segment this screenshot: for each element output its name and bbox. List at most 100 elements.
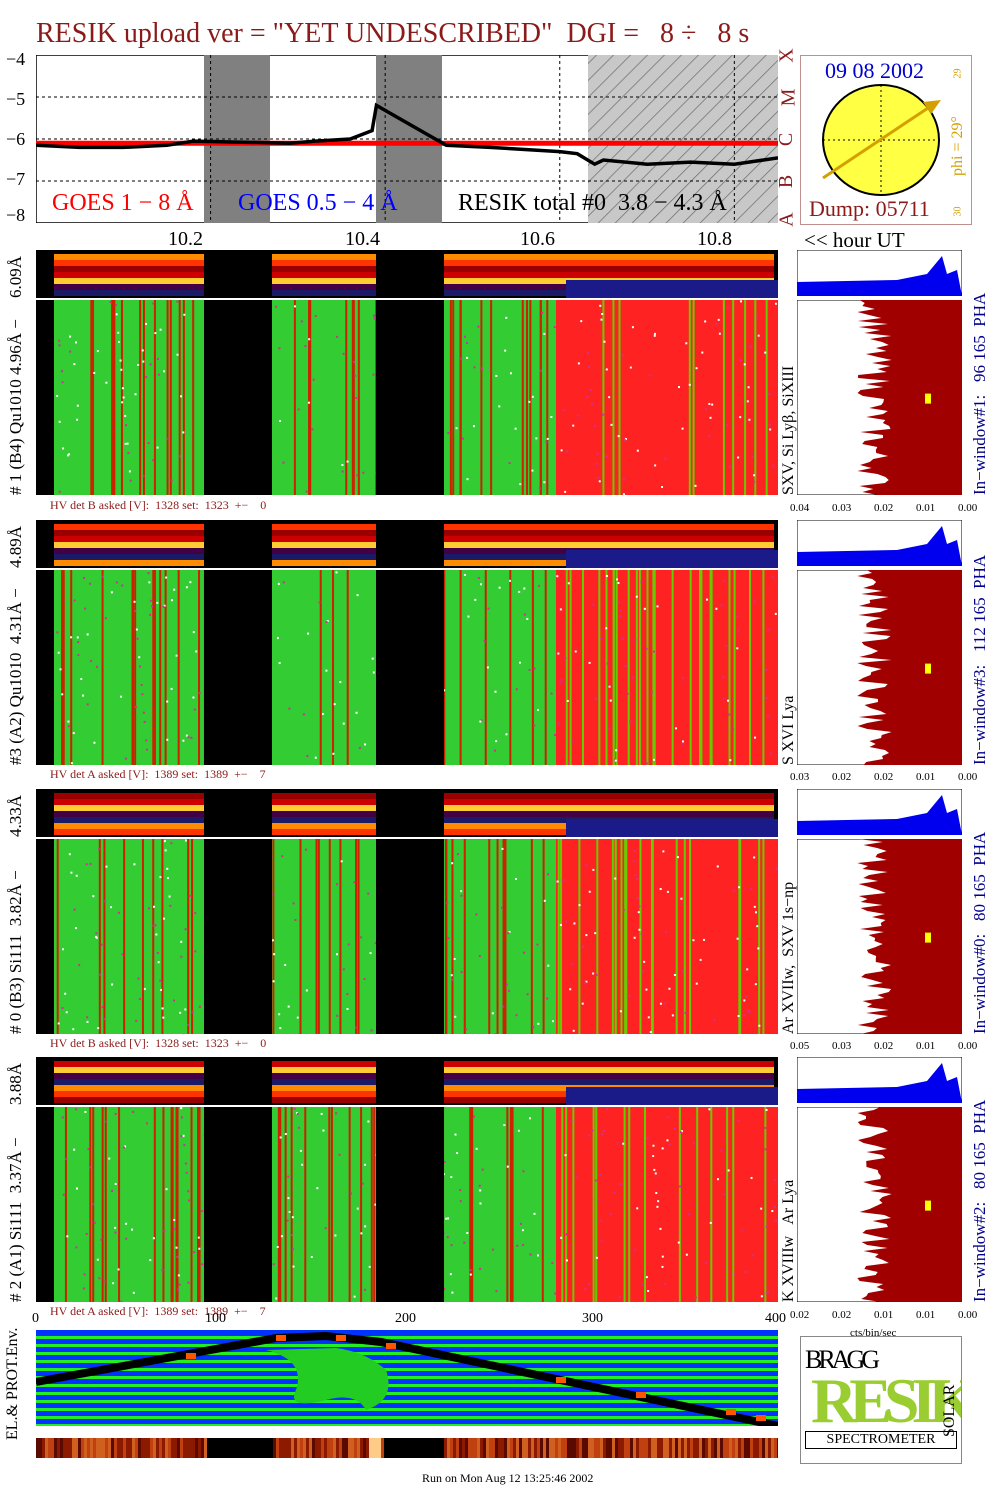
spectrogram-dot [727, 1169, 730, 1172]
strip-bar [744, 1438, 747, 1458]
strip-bar [396, 1438, 399, 1458]
spectrogram-dot [543, 899, 546, 902]
pha-tick: 0.02 [832, 771, 852, 783]
spectrogram-dot [617, 435, 620, 438]
spectrogram-dot [680, 897, 683, 900]
strip-bar [237, 1438, 240, 1458]
spectrogram-dot [132, 1110, 135, 1113]
strip-bar [81, 1438, 84, 1458]
strip-bar [330, 1438, 333, 1458]
spectrogram-dot [177, 1274, 180, 1277]
strip-bar [207, 1438, 210, 1458]
spectrogram-line [360, 1107, 363, 1302]
spectrogram-dot [599, 1173, 602, 1176]
spectrogram-dot [274, 305, 277, 308]
spectrogram-dot [753, 600, 756, 603]
strip-bar [429, 1438, 432, 1458]
spectrogram-dot [287, 1197, 290, 1200]
spectrogram-line [463, 839, 466, 1034]
spectrogram-line [675, 839, 678, 1034]
strip-bar [570, 1438, 573, 1458]
strip-bar [771, 1438, 774, 1458]
spectrogram-dot [732, 889, 735, 892]
spectrogram-dot [737, 629, 740, 632]
spectrogram-dot [282, 461, 285, 464]
env-band [36, 1400, 778, 1403]
spectrogram-dot [498, 586, 501, 589]
spectrogram-line [98, 839, 101, 1034]
spectrogram-dot [342, 352, 345, 355]
spectrogram-line [104, 1107, 107, 1302]
strip-bar [690, 1438, 693, 1458]
strip-bar [618, 1438, 621, 1458]
phi-tick-bottom: 30 [952, 206, 964, 217]
spectrogram-line [131, 570, 134, 765]
strip-bar [528, 1438, 531, 1458]
spectrogram-dot [543, 481, 546, 484]
spectrogram-dot [491, 1248, 494, 1251]
spectrogram-dot [276, 1245, 279, 1248]
spectrogram-dot [198, 1247, 201, 1250]
spectrogram-dot [287, 1005, 290, 1008]
spectrogram-line [754, 300, 757, 495]
spectrogram-dot [566, 450, 569, 453]
strip-bar [753, 1438, 756, 1458]
spectrogram-gap [376, 300, 444, 495]
strip-bar [585, 1438, 588, 1458]
strip-bar [168, 1438, 171, 1458]
pha-window-marker [925, 663, 931, 674]
env-bands [36, 1336, 778, 1426]
spectrogram-dot [147, 442, 150, 445]
spectrogram-line [198, 1107, 201, 1302]
spectrogram-dot [538, 487, 541, 490]
strip-bar [363, 1438, 366, 1458]
strip-bar [408, 1438, 411, 1458]
spectrogram-dot [617, 582, 620, 585]
spectrogram-dot [746, 1009, 749, 1012]
spectrogram-dot [64, 992, 67, 995]
spectrogram-line [732, 1107, 735, 1302]
spectrogram-dot [608, 396, 611, 399]
spectrogram-dot [280, 1235, 283, 1238]
spectrogram-dot [339, 681, 342, 684]
spectrogram-dot [149, 599, 152, 602]
panel-left-label: # 2 (A1) Si111 3.37Å − [6, 1137, 25, 1302]
spectrogram-dot [479, 1202, 482, 1205]
spectrogram-dot [163, 370, 166, 373]
spectrogram-dot [304, 848, 307, 851]
spectrogram-dot [312, 378, 315, 381]
spectrogram-dot [271, 939, 274, 942]
spectrogram-dot [622, 637, 625, 640]
spectrogram-dot [65, 1011, 68, 1014]
strip-bar [177, 1438, 180, 1458]
spectrogram-dot [114, 1226, 117, 1229]
spectrogram-dot [635, 595, 638, 598]
strip-bar [45, 1438, 48, 1458]
pha-tick: 0.03 [832, 1040, 852, 1052]
spectrogram-dot [560, 1236, 563, 1239]
spectrogram-dot [564, 657, 567, 660]
spectrogram-dot [767, 393, 770, 396]
strip-bar [309, 1438, 312, 1458]
spectrogram-dot [695, 367, 698, 370]
spectrogram-dot [505, 316, 508, 319]
spectrogram-line [762, 839, 765, 1034]
strip-bar [600, 1438, 603, 1458]
strip-bar [243, 1438, 246, 1458]
spectrogram-dot [166, 700, 169, 703]
spectrogram-dot [645, 762, 648, 765]
spectrogram-dot [70, 636, 73, 639]
spectrogram-line [646, 570, 649, 765]
spectrogram-dot [495, 740, 498, 743]
spectrogram-dot [595, 973, 598, 976]
spectrogram-line [689, 570, 692, 765]
spectrogram-dot [133, 863, 136, 866]
sun-date: 09 08 2002 [825, 58, 924, 83]
track-mark [276, 1335, 286, 1341]
spectrogram-dot [112, 1282, 115, 1285]
spectrogram-dot [341, 463, 344, 466]
strip-bar [426, 1438, 429, 1458]
pha-window-marker [925, 932, 931, 943]
spectrogram-dot [93, 1221, 96, 1224]
spectrogram-dot [57, 1022, 60, 1025]
